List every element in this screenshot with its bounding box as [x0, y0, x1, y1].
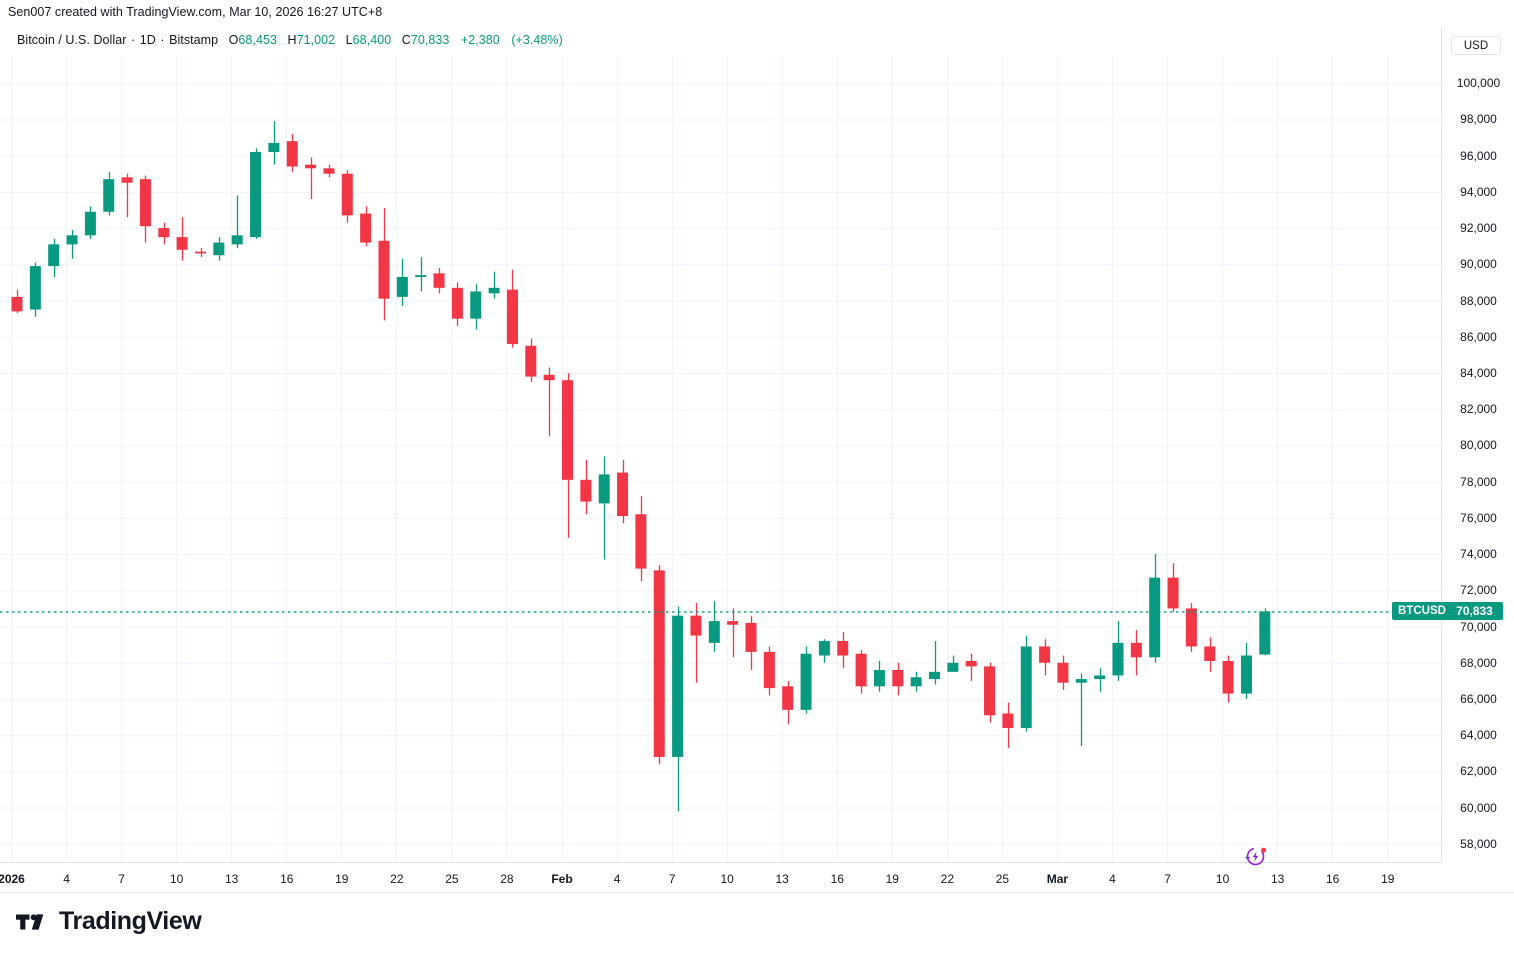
price-axis-tick: 80,000 [1460, 438, 1497, 453]
time-axis-tick: 13 [225, 872, 239, 886]
time-axis-tick: 16 [280, 872, 294, 886]
price-axis-tick: 78,000 [1460, 474, 1497, 489]
time-axis-tick: 28 [500, 872, 514, 886]
legend-low-label: L [345, 33, 353, 47]
symbol-price-tag: BTCUSD [1392, 602, 1452, 621]
time-axis-tick: 4 [63, 872, 70, 886]
price-axis-tick: 62,000 [1460, 764, 1497, 779]
tradingview-logo[interactable]: TradingView [16, 907, 202, 936]
time-axis-tick: 19 [885, 872, 899, 886]
time-axis-tick: 25 [445, 872, 459, 886]
ai-sparkle-lightning-icon[interactable] [1243, 843, 1269, 869]
price-axis-tick: 74,000 [1460, 547, 1497, 562]
price-axis-tick: 98,000 [1460, 112, 1497, 127]
price-axis-tick: 90,000 [1460, 257, 1497, 272]
time-axis-tick: Feb [551, 872, 573, 886]
legend-high-label: H [287, 33, 297, 47]
footer-bar: TradingView [0, 892, 1514, 959]
chart-legend: Bitcoin / U.S. Dollar · 1D · Bitstamp O6… [17, 33, 563, 47]
tradingview-wordmark: TradingView [59, 907, 202, 935]
time-axis-tick: 22 [940, 872, 955, 886]
time-axis-tick: 4 [613, 872, 621, 886]
legend-open-value: 68,453 [238, 33, 277, 47]
time-axis-tick: 7 [1164, 872, 1171, 886]
price-axis-tick: 88,000 [1460, 293, 1497, 308]
price-axis-tick: 82,000 [1460, 402, 1497, 417]
legend-interval[interactable]: 1D [139, 33, 156, 47]
time-axis-tick: 10 [1215, 872, 1230, 886]
price-axis-tick: 100,000 [1456, 76, 1501, 91]
legend-exchange[interactable]: Bitstamp [169, 33, 219, 47]
time-axis-tick: 22 [390, 872, 404, 886]
chart-plot-area[interactable] [0, 56, 1441, 862]
time-axis-tick: 10 [169, 872, 184, 886]
price-axis-tick: 66,000 [1460, 691, 1497, 706]
legend-change-percent: (+3.48%) [511, 33, 563, 47]
price-axis[interactable]: USD 100,000 98,000 96,000 94,000 92,000 90,00… [1441, 28, 1514, 862]
time-axis-tick: 7 [118, 872, 125, 886]
legend-close: C70,833 [402, 33, 450, 47]
time-axis-tick: 19 [335, 872, 349, 886]
legend-low: L68,400 [346, 33, 392, 47]
time-axis-tick: 13 [1270, 872, 1285, 886]
time-axis-tick: 16 [1326, 872, 1340, 886]
time-axis-tick: 10 [720, 872, 734, 886]
time-axis-tick: 16 [830, 872, 844, 886]
price-axis-tick: 94,000 [1460, 184, 1497, 199]
price-axis-tick: 76,000 [1460, 510, 1497, 525]
time-axis-tick: 25 [995, 872, 1010, 886]
price-axis-tick: 64,000 [1460, 728, 1497, 743]
time-axis-tick: 2026 [0, 872, 25, 886]
attribution-text: Sen007 created with TradingView.com, Mar… [8, 5, 383, 19]
price-axis-tick: 68,000 [1460, 655, 1497, 670]
price-axis-tick: 86,000 [1460, 329, 1497, 344]
price-axis-tick: 92,000 [1460, 221, 1497, 236]
price-axis-tick: 84,000 [1460, 365, 1497, 380]
legend-close-value: 70,833 [410, 33, 450, 47]
time-axis-tick: 13 [775, 872, 789, 886]
tradingview-mark-icon [16, 913, 44, 930]
time-axis-tick: 4 [1109, 872, 1116, 886]
legend-high-value: 71,002 [296, 33, 336, 47]
legend-close-label: C [401, 33, 411, 47]
time-axis-tick: Mar [1046, 872, 1069, 886]
time-axis-tick: 19 [1381, 872, 1395, 886]
legend-symbol[interactable]: Bitcoin / U.S. Dollar [17, 33, 127, 47]
currency-unit-badge[interactable]: USD [1451, 36, 1501, 55]
candlestick-svg [0, 56, 1441, 862]
legend-separator-2: · [160, 33, 165, 47]
price-axis-tick: 70,000 [1460, 619, 1497, 634]
legend-open-label: O [228, 33, 239, 47]
legend-separator-1: · [130, 33, 136, 47]
current-price-label: 70,833 [1446, 602, 1503, 621]
legend-low-value: 68,400 [352, 33, 392, 47]
legend-high: H71,002 [288, 33, 336, 47]
legend-change-absolute: +2,380 [460, 33, 500, 47]
legend-open: O68,453 [229, 33, 277, 47]
price-axis-tick: 72,000 [1460, 583, 1497, 598]
price-axis-tick: 96,000 [1460, 148, 1497, 163]
price-axis-tick: 58,000 [1460, 836, 1497, 851]
price-axis-tick: 60,000 [1460, 800, 1497, 815]
time-axis[interactable]: 2026 4 7 10 13 16 19 22 25 28 Feb 4 7 10 13 16 19 22 25 Mar… [0, 862, 1441, 892]
time-axis-tick: 7 [668, 872, 676, 886]
